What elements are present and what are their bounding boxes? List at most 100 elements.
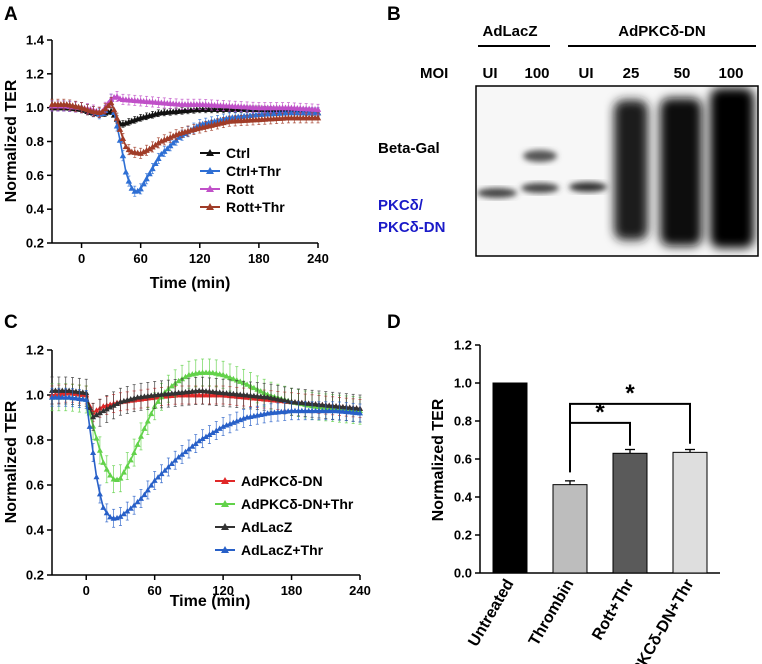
data-point (131, 449, 138, 455)
data-point (196, 437, 203, 444)
chart-c: 0.2 0.4 0.6 0.8 1.0 1.2 0 60 120 180 240 Time (min)… (3, 343, 371, 611)
y-tick-label: 0.6 (26, 478, 44, 493)
data-point (257, 388, 264, 394)
data-point (107, 404, 114, 410)
data-point (125, 146, 133, 153)
data-point (137, 185, 144, 192)
data-point (149, 143, 156, 150)
data-point (148, 482, 155, 488)
series-rott-thr (48, 97, 322, 159)
legend-swatch-marker (206, 185, 214, 192)
legend-swatch-marker (221, 477, 229, 484)
data-point (134, 441, 141, 447)
panel-label-c: C (4, 312, 18, 333)
data-point (113, 93, 121, 100)
data-point (134, 187, 141, 194)
y-tick-label: 1.2 (454, 338, 472, 353)
x-tick-label: 240 (349, 583, 371, 598)
blot-group-adpkc: AdPKCδ-DN (618, 23, 705, 40)
y-axis-label: Normalized TER (430, 398, 447, 521)
panel-label-d: D (387, 312, 401, 333)
x-tick-label: 120 (212, 583, 234, 598)
legend-swatch-marker (221, 500, 229, 507)
significance-star: * (625, 380, 635, 407)
data-point (128, 184, 135, 191)
data-point (185, 446, 192, 452)
y-tick-label: 1.2 (26, 343, 44, 358)
data-point (144, 486, 151, 493)
blot-band-lane1-pkc (477, 188, 517, 198)
y-tick-label: 0.6 (454, 452, 472, 467)
data-point (96, 409, 103, 416)
blot-band-label-pkc-1: PKCδ/ (378, 197, 424, 214)
blot-lane-5: 50 (674, 65, 691, 82)
data-point (117, 513, 124, 519)
data-point (143, 147, 150, 153)
data-point (155, 474, 162, 480)
blot-band-lane2-betagal (523, 150, 557, 162)
data-point (192, 440, 199, 446)
data-point (113, 114, 121, 121)
data-point (119, 152, 127, 159)
legend-swatch-marker (206, 149, 214, 156)
blot-band-label-betagal: Beta-Gal (378, 140, 440, 157)
series-adlacz-thr (49, 387, 363, 528)
x-tick-label: 180 (281, 583, 303, 598)
x-tick-label: 0 (83, 583, 90, 598)
data-point (114, 400, 121, 406)
panel-label-b: B (387, 4, 401, 25)
blot-band-label-pkc-2: PKCδ-DN (378, 219, 445, 236)
western-blot-panel: AdLacZ AdPKCδ-DN MOI UI 100 UI 25 50 100… (378, 23, 759, 257)
chart-a: 0.2 0.4 0.6 0.8 1.0 1.2 1.4 0 60 120 180 240 Time (m… (3, 33, 329, 293)
data-point (216, 371, 223, 377)
data-point (175, 454, 182, 460)
data-point (220, 371, 227, 378)
blot-lane-1: UI (483, 65, 498, 82)
x-tick-label: 60 (147, 583, 161, 598)
data-point (103, 509, 110, 516)
data-point (107, 472, 114, 478)
series-adlacz (49, 376, 363, 431)
significance-star: * (595, 399, 605, 426)
data-point (96, 447, 103, 453)
y-tick-label: 1.0 (26, 100, 44, 115)
legend-swatch-marker (221, 523, 229, 530)
data-point (93, 435, 100, 441)
data-point (137, 150, 144, 156)
x-axis-label: Time (min) (170, 593, 251, 610)
legend-entry: AdPKCδ-DN+Thr (241, 496, 354, 512)
x-category-label: Thrombin (526, 577, 578, 649)
data-point (107, 513, 114, 520)
data-point (271, 395, 278, 401)
y-tick-label: 0.8 (26, 433, 44, 448)
x-category-label: Untreated (465, 577, 517, 650)
blot-band-lane5-smear (660, 98, 702, 246)
data-point (148, 410, 155, 417)
x-category-label: PKCδ-DN+Thr (629, 577, 697, 664)
data-point (141, 425, 148, 431)
data-point (223, 373, 230, 379)
legend-entry: AdLacZ (241, 519, 293, 535)
data-point (209, 369, 216, 376)
legend-swatch-marker (206, 203, 214, 210)
y-tick-label: 0.4 (26, 523, 45, 538)
data-point (158, 470, 165, 477)
data-point (314, 106, 322, 112)
y-axis-label: Normalized TER (3, 79, 20, 202)
blot-lane-4: 25 (623, 65, 640, 82)
y-tick-label: 0.4 (454, 490, 473, 505)
y-tick-label: 0.2 (454, 528, 472, 543)
data-point (226, 374, 233, 380)
data-point (93, 473, 100, 480)
data-point (120, 510, 127, 517)
data-point (93, 411, 100, 418)
data-point (117, 475, 124, 481)
blot-band-lane6-smear (710, 88, 754, 248)
data-point (155, 398, 162, 404)
data-point (250, 384, 257, 391)
data-point (209, 429, 216, 435)
data-point (83, 396, 90, 402)
data-point (107, 99, 115, 106)
data-point (99, 108, 106, 115)
